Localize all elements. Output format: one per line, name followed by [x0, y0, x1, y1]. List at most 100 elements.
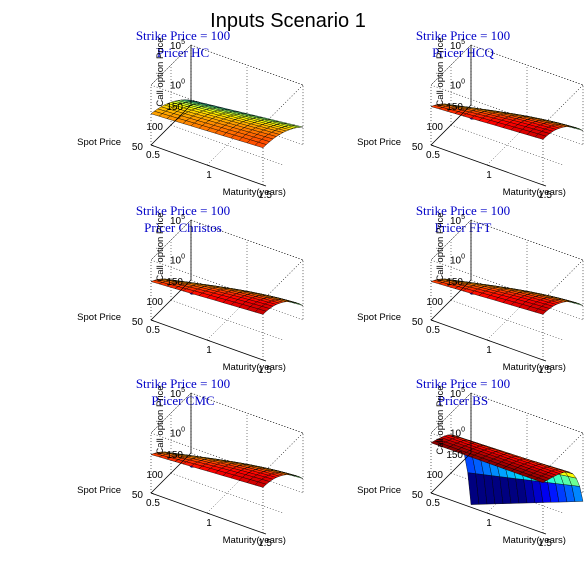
surface-patch [254, 141, 267, 149]
x-ticks: 0.5 1 1.5 [426, 144, 552, 201]
y-tick-label: 150 [446, 277, 463, 288]
y-tick-label: 100 [426, 122, 443, 133]
x-tick-label: 1.5 [538, 190, 552, 201]
z-tick-label: 100 [170, 427, 185, 440]
subplot-subtitle: Pricer CMC [151, 393, 214, 408]
x-tick-label: 1 [486, 345, 492, 356]
z-tick-label: 105 [450, 214, 465, 227]
surface [150, 451, 304, 488]
z-axis-label: Call option Price [155, 37, 166, 106]
y-tick-label: 150 [446, 102, 463, 113]
x-tick-label: 0.5 [146, 150, 160, 161]
subplot-title: Strike Price = 100 [136, 203, 230, 218]
surface-patch [534, 477, 547, 483]
x-tick-label: 0.5 [426, 498, 440, 509]
surface [430, 434, 584, 505]
subplot-3: Strike Price = 100 Pricer Christos 0.5 1 1.5… [77, 203, 304, 376]
x-tick-label: 1.5 [538, 538, 552, 549]
y-tick-label: 100 [146, 297, 163, 308]
x-tick-label: 1 [486, 170, 492, 181]
surface [150, 278, 304, 315]
x-ticks: 0.5 1 1.5 [146, 319, 272, 376]
y-tick-label: 50 [132, 317, 144, 328]
x-tick-label: 0.5 [426, 325, 440, 336]
x-axis-label: Maturity(years) [503, 187, 566, 198]
y-tick-label: 100 [426, 297, 443, 308]
subplot-title: Strike Price = 100 [416, 376, 510, 391]
z-axis-label: Call option Price [155, 385, 166, 454]
y-tick-label: 100 [146, 470, 163, 481]
x-tick-label: 1.5 [258, 190, 272, 201]
z-ticks: 100 105 [450, 387, 465, 440]
z-ticks: 100 105 [170, 214, 185, 267]
figure-title: Inputs Scenario 1 [210, 10, 366, 32]
y-tick-label: 150 [446, 450, 463, 461]
subplot-subtitle: Pricer Christos [144, 220, 222, 235]
surface-patch [534, 133, 547, 140]
subplot-5: Strike Price = 100 Pricer CMC 0.5 1 1.5Matur… [77, 376, 304, 549]
y-axis-label: Spot Price [357, 312, 401, 323]
z-ticks: 100 105 [170, 387, 185, 440]
z-ticks: 100 105 [170, 39, 185, 92]
x-tick-label: 1.5 [538, 365, 552, 376]
z-axis-label: Call option Price [155, 212, 166, 281]
x-tick-label: 1 [206, 345, 212, 356]
subplot-subtitle: Pricer FFT [435, 220, 492, 235]
x-ticks: 0.5 1 1.5 [146, 492, 272, 549]
subplot-1: Strike Price = 100 Pricer HC 0.5 1 1.5Maturi… [77, 28, 304, 201]
y-tick-label: 50 [132, 142, 144, 153]
x-ticks: 0.5 1 1.5 [146, 144, 272, 201]
z-tick-label: 105 [450, 39, 465, 52]
surface [430, 103, 584, 140]
x-tick-label: 1.5 [258, 538, 272, 549]
z-tick-label: 105 [170, 39, 185, 52]
x-axis-label: Maturity(years) [503, 535, 566, 546]
y-axis-label: Spot Price [77, 312, 121, 323]
z-ticks: 100 105 [450, 214, 465, 267]
x-tick-label: 1 [486, 518, 492, 529]
x-ticks: 0.5 1 1.5 [426, 492, 552, 549]
y-tick-label: 100 [426, 470, 443, 481]
y-tick-label: 100 [146, 122, 163, 133]
x-axis-label: Maturity(years) [223, 535, 286, 546]
z-tick-label: 100 [450, 79, 465, 92]
subplot-title: Strike Price = 100 [416, 28, 510, 43]
x-ticks: 0.5 1 1.5 [426, 319, 552, 376]
z-axis-label: Call option Price [435, 212, 446, 281]
x-tick-label: 1 [206, 170, 212, 181]
y-tick-label: 150 [166, 102, 183, 113]
y-tick-label: 50 [132, 490, 144, 501]
z-ticks: 100 105 [450, 39, 465, 92]
z-tick-label: 105 [170, 214, 185, 227]
surface [150, 99, 304, 149]
surface-patch [254, 308, 267, 315]
z-tick-label: 105 [450, 387, 465, 400]
surface-patch [534, 308, 547, 315]
x-axis-label: Maturity(years) [223, 362, 286, 373]
y-tick-label: 150 [166, 277, 183, 288]
y-tick-label: 150 [166, 450, 183, 461]
x-tick-label: 0.5 [146, 498, 160, 509]
surface-patch [254, 481, 267, 488]
y-tick-label: 50 [412, 490, 424, 501]
z-tick-label: 100 [450, 254, 465, 267]
x-tick-label: 1.5 [258, 365, 272, 376]
z-axis-label: Call option Price [435, 385, 446, 454]
surface [430, 278, 584, 315]
z-tick-label: 100 [170, 254, 185, 267]
subplot-subtitle: Pricer HC [157, 45, 209, 60]
subplot-subtitle: Pricer BS [438, 393, 488, 408]
y-tick-label: 50 [412, 317, 424, 328]
x-tick-label: 1 [206, 518, 212, 529]
z-axis-label: Call option Price [435, 37, 446, 106]
z-tick-label: 100 [170, 79, 185, 92]
